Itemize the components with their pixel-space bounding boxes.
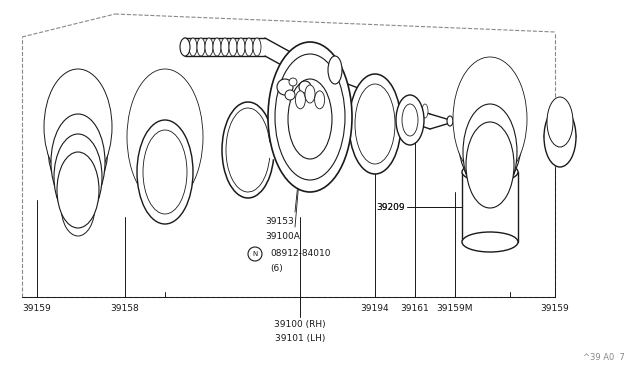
Ellipse shape: [447, 116, 453, 126]
Text: 39161: 39161: [401, 304, 429, 313]
Text: 39159M: 39159M: [436, 304, 473, 313]
Ellipse shape: [66, 181, 90, 227]
Text: 39159: 39159: [541, 304, 570, 313]
Ellipse shape: [137, 85, 193, 189]
Text: 39158: 39158: [111, 304, 140, 313]
Ellipse shape: [288, 79, 332, 159]
Ellipse shape: [127, 69, 203, 205]
Ellipse shape: [299, 81, 311, 93]
Ellipse shape: [143, 130, 187, 214]
Text: 39100A: 39100A: [265, 232, 300, 241]
Text: 39194: 39194: [361, 304, 389, 313]
Text: (6): (6): [270, 263, 283, 273]
Ellipse shape: [46, 72, 110, 182]
Ellipse shape: [547, 97, 573, 147]
Ellipse shape: [129, 72, 201, 202]
Ellipse shape: [285, 90, 295, 100]
Ellipse shape: [396, 95, 424, 145]
Ellipse shape: [453, 57, 527, 181]
Ellipse shape: [463, 104, 517, 200]
Ellipse shape: [180, 38, 190, 56]
Ellipse shape: [221, 38, 229, 56]
Ellipse shape: [245, 38, 253, 56]
Ellipse shape: [544, 107, 576, 167]
Ellipse shape: [48, 95, 108, 199]
Ellipse shape: [275, 54, 345, 180]
Ellipse shape: [402, 104, 418, 136]
Ellipse shape: [253, 38, 261, 56]
Ellipse shape: [315, 91, 324, 109]
Ellipse shape: [237, 38, 245, 56]
Text: 39209: 39209: [376, 202, 405, 212]
Text: 08912-84010: 08912-84010: [270, 250, 330, 259]
Ellipse shape: [305, 85, 315, 103]
Ellipse shape: [458, 82, 522, 192]
Ellipse shape: [462, 71, 518, 167]
Ellipse shape: [54, 134, 102, 220]
Text: 39209: 39209: [376, 202, 405, 212]
Ellipse shape: [181, 38, 189, 56]
Ellipse shape: [455, 61, 525, 177]
Ellipse shape: [197, 38, 205, 56]
Ellipse shape: [394, 104, 400, 118]
Ellipse shape: [57, 152, 99, 228]
Ellipse shape: [474, 147, 506, 207]
Ellipse shape: [422, 104, 428, 118]
Ellipse shape: [189, 38, 197, 56]
Ellipse shape: [323, 53, 337, 81]
Ellipse shape: [277, 79, 293, 95]
Text: ^39 A0  7: ^39 A0 7: [583, 353, 625, 362]
Text: N: N: [252, 251, 258, 257]
Ellipse shape: [318, 50, 332, 78]
Ellipse shape: [44, 69, 112, 185]
Ellipse shape: [408, 104, 414, 118]
Ellipse shape: [415, 104, 421, 118]
Ellipse shape: [248, 247, 262, 261]
Text: 39101 (LH): 39101 (LH): [275, 334, 325, 343]
Text: 39153: 39153: [265, 217, 294, 226]
Ellipse shape: [462, 162, 518, 182]
Ellipse shape: [213, 38, 221, 56]
Ellipse shape: [313, 46, 327, 74]
Text: 39159: 39159: [22, 304, 51, 313]
Ellipse shape: [229, 38, 237, 56]
Ellipse shape: [289, 78, 297, 86]
Ellipse shape: [470, 165, 510, 179]
Ellipse shape: [52, 81, 104, 173]
Ellipse shape: [137, 120, 193, 224]
Ellipse shape: [61, 176, 95, 236]
Ellipse shape: [268, 42, 352, 192]
Ellipse shape: [63, 176, 93, 232]
Ellipse shape: [355, 84, 395, 164]
Ellipse shape: [205, 38, 213, 56]
Text: 39100 (RH): 39100 (RH): [274, 320, 326, 329]
Ellipse shape: [295, 91, 305, 109]
Ellipse shape: [462, 232, 518, 252]
Ellipse shape: [51, 114, 105, 210]
Ellipse shape: [401, 104, 407, 118]
Ellipse shape: [466, 122, 514, 208]
Ellipse shape: [328, 56, 342, 84]
Ellipse shape: [349, 74, 401, 174]
